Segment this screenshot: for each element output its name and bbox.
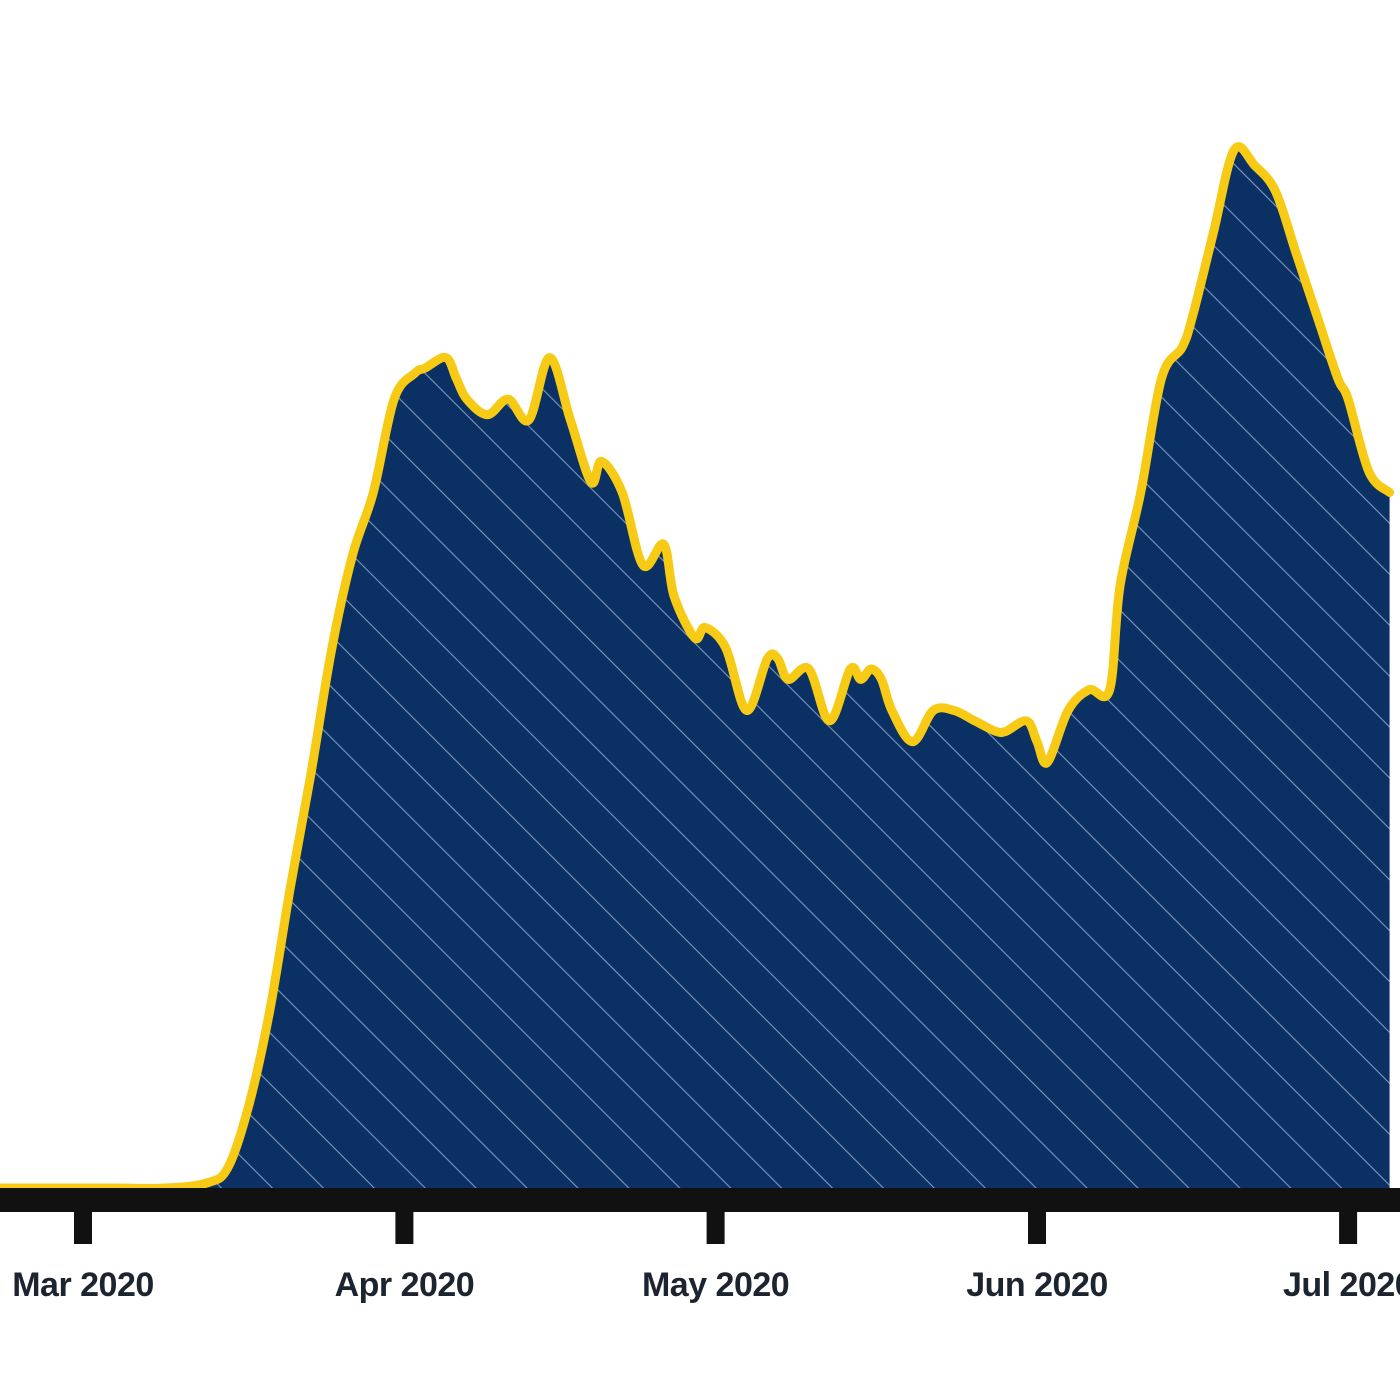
series-area-fill xyxy=(0,146,1390,1189)
x-tick-label: May 2020 xyxy=(642,1266,789,1304)
x-tick-label: Jun 2020 xyxy=(966,1266,1108,1304)
series-line xyxy=(0,142,1395,1193)
x-tick-mark xyxy=(706,1188,725,1244)
x-axis-line xyxy=(0,1188,1400,1212)
x-tick-label: Jul 2020 xyxy=(1283,1266,1400,1304)
x-tick-label: Mar 2020 xyxy=(12,1266,154,1304)
x-tick-mark xyxy=(395,1188,414,1244)
x-tick-mark xyxy=(74,1188,92,1244)
x-tick-mark xyxy=(1028,1188,1046,1244)
x-tick-label: Apr 2020 xyxy=(335,1266,475,1304)
x-tick-mark xyxy=(1339,1188,1358,1244)
x-axis-ticks: Mar 2020 Apr 2020 May 2020 Jun 2020 Jul 2020 xyxy=(12,1188,1400,1304)
